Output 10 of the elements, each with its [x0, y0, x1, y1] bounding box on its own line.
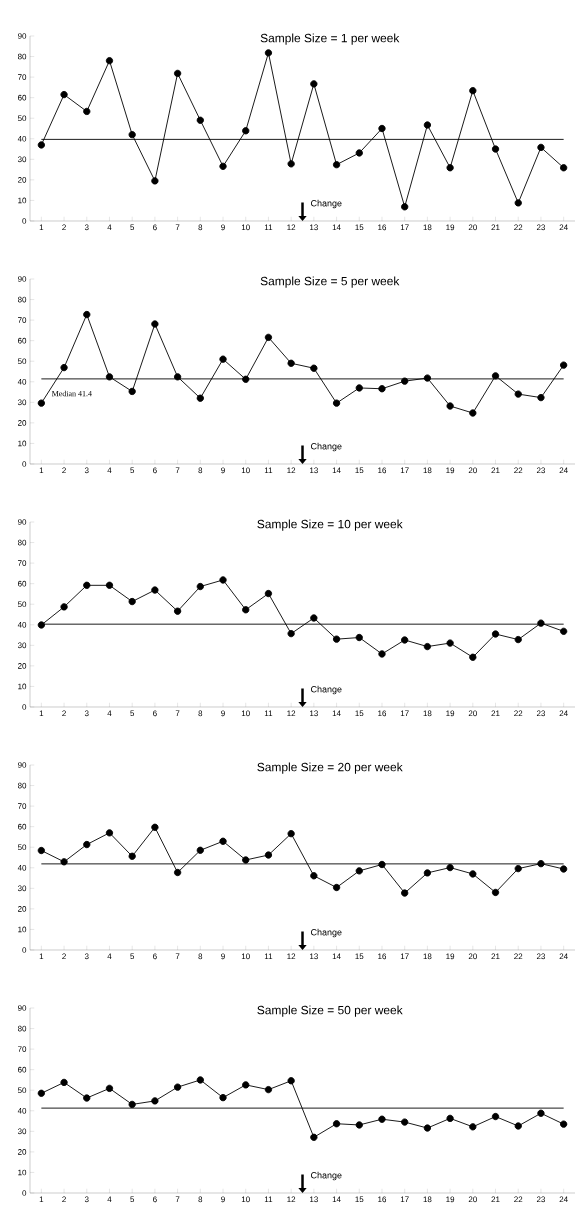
chart-title: Sample Size = 5 per week: [260, 276, 400, 288]
chart-title: Sample Size = 1 per week: [260, 33, 400, 45]
annotation: Change: [311, 199, 342, 209]
annotation: Change: [311, 1171, 342, 1181]
chart-title: Sample Size = 50 per week: [257, 1005, 403, 1017]
annotation: Change: [311, 442, 342, 452]
chart-title: Sample Size = 10 per week: [257, 519, 403, 531]
annotation: Change: [311, 685, 342, 695]
annotation: Change: [311, 928, 342, 938]
chart-title: Sample Size = 20 per week: [257, 762, 403, 774]
